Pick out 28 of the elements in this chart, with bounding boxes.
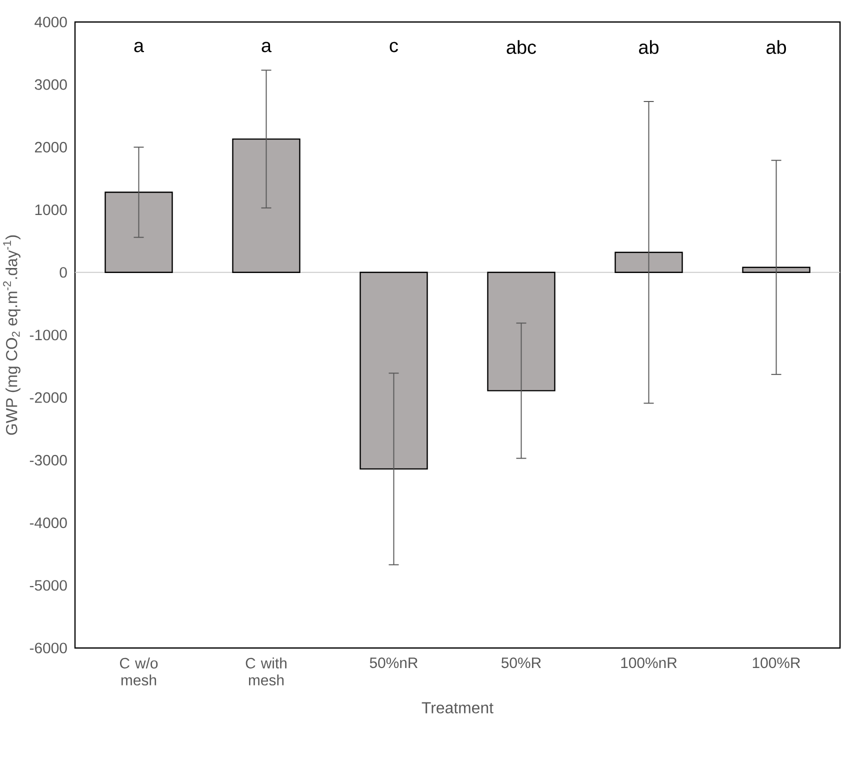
x-tick-label: 100%nR — [621, 658, 677, 668]
annotation: abc — [506, 40, 536, 54]
y-tick-label: -5000 — [30, 580, 67, 591]
y-tick-label: -1000 — [30, 330, 67, 340]
y-tick-label: 1000 — [35, 204, 67, 216]
annotation: a — [262, 42, 272, 52]
y-tick-label: -4000 — [30, 518, 67, 528]
annotation: ab — [766, 40, 786, 54]
bar — [360, 272, 428, 470]
y-tick-label: 4000 — [34, 16, 67, 28]
x-tick-label: C w/o mesh — [120, 658, 158, 686]
bar — [742, 266, 810, 273]
x-tick-label: 50%R — [501, 658, 541, 668]
x-tick-label: 50%nR — [370, 658, 418, 668]
bar — [614, 252, 683, 273]
y-tick-label: 3000 — [34, 79, 67, 90]
annotation: c — [390, 42, 398, 52]
y-tick-label: -6000 — [30, 642, 67, 654]
y-axis-title: GWP (mg CO$_{2}$ eq.m$^{-2}$.day$^{-1}$) — [3, 235, 20, 435]
x-tick-label: C with mesh — [246, 658, 286, 686]
annotation: ab — [639, 40, 658, 54]
x-tick-label: 100%R — [752, 658, 800, 668]
y-tick-label: -2000 — [30, 392, 67, 403]
x-axis-title: Treatment — [422, 702, 494, 714]
y-tick-label: 0 — [60, 267, 67, 278]
annotation: a — [134, 42, 144, 52]
y-tick-label: 2000 — [34, 142, 67, 152]
y-tick-label: -3000 — [30, 454, 67, 466]
